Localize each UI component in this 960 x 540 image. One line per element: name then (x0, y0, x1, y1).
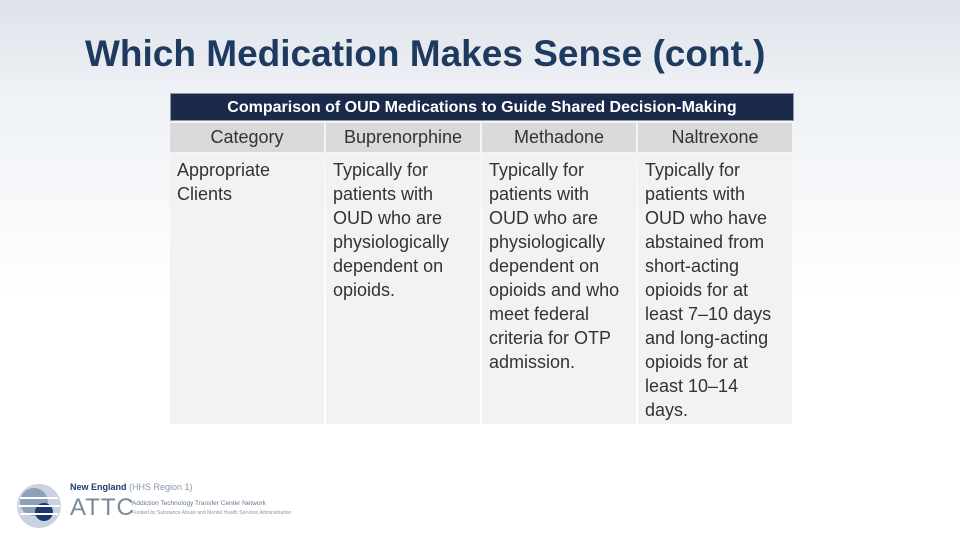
table-row: Appropriate Clients Typically for patien… (170, 154, 794, 424)
table: Comparison of OUD Medications to Guide S… (170, 93, 794, 424)
table-cell: Appropriate Clients (170, 154, 324, 424)
slide-title: Which Medication Makes Sense (cont.) (85, 33, 766, 74)
region-name: New England (70, 482, 127, 492)
logo-icon (17, 484, 61, 528)
funding-note: Funded by Substance Abuse and Mental Hea… (132, 510, 292, 516)
network-name: Addiction Technology Transfer Center Net… (132, 500, 266, 507)
column-header: Buprenorphine (326, 123, 480, 152)
column-header: Category (170, 123, 324, 152)
logo: New England (HHS Region 1) ATTC Addictio… (14, 478, 314, 534)
region: New England (HHS Region 1) (70, 482, 193, 492)
logo-text: ATTC (70, 494, 135, 521)
table-cell: Typically for patients with OUD who are … (482, 154, 636, 424)
table-cell: Typically for patients with OUD who have… (638, 154, 792, 424)
column-header: Naltrexone (638, 123, 792, 152)
header-row: Category Buprenorphine Methadone Naltrex… (170, 123, 794, 152)
table-caption: Comparison of OUD Medications to Guide S… (170, 93, 794, 121)
region-note: (HHS Region 1) (129, 482, 193, 492)
table-cell: Typically for patients with OUD who are … (326, 154, 480, 424)
column-header: Methadone (482, 123, 636, 152)
